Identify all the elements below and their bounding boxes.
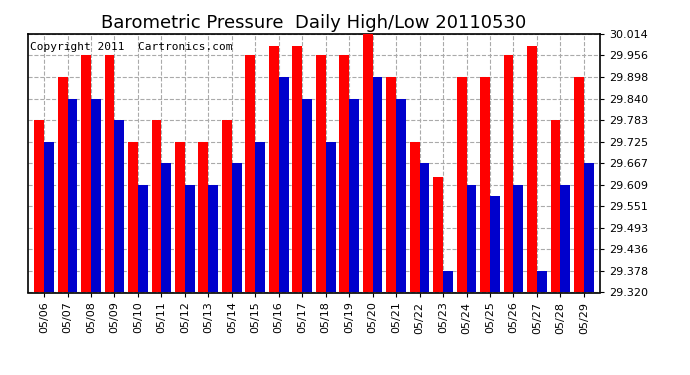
Bar bbox=[373, 77, 382, 292]
Bar bbox=[58, 77, 68, 292]
Bar bbox=[513, 185, 523, 292]
Title: Barometric Pressure  Daily High/Low 20110530: Barometric Pressure Daily High/Low 20110… bbox=[101, 14, 526, 32]
Bar bbox=[326, 141, 335, 292]
Bar bbox=[185, 185, 195, 292]
Bar bbox=[128, 141, 138, 292]
Bar bbox=[551, 120, 560, 292]
Bar bbox=[279, 77, 288, 292]
Bar bbox=[466, 185, 476, 292]
Bar bbox=[504, 56, 513, 292]
Bar bbox=[232, 163, 241, 292]
Bar bbox=[433, 177, 443, 292]
Bar bbox=[574, 77, 584, 292]
Bar bbox=[302, 99, 312, 292]
Bar bbox=[152, 120, 161, 292]
Bar bbox=[199, 141, 208, 292]
Bar bbox=[490, 195, 500, 292]
Bar bbox=[138, 185, 148, 292]
Bar bbox=[560, 185, 570, 292]
Bar bbox=[363, 34, 373, 292]
Bar bbox=[161, 163, 171, 292]
Bar bbox=[293, 46, 302, 292]
Bar bbox=[420, 163, 429, 292]
Bar bbox=[269, 46, 279, 292]
Bar bbox=[396, 99, 406, 292]
Bar bbox=[386, 77, 396, 292]
Bar bbox=[584, 163, 593, 292]
Bar bbox=[68, 99, 77, 292]
Bar bbox=[175, 141, 185, 292]
Bar bbox=[457, 77, 466, 292]
Bar bbox=[91, 99, 101, 292]
Bar bbox=[316, 56, 326, 292]
Bar bbox=[527, 46, 537, 292]
Bar bbox=[339, 56, 349, 292]
Bar bbox=[443, 271, 453, 292]
Text: Copyright 2011  Cartronics.com: Copyright 2011 Cartronics.com bbox=[30, 42, 233, 51]
Bar bbox=[410, 141, 420, 292]
Bar bbox=[480, 77, 490, 292]
Bar bbox=[222, 120, 232, 292]
Bar bbox=[255, 141, 265, 292]
Bar bbox=[34, 120, 44, 292]
Bar bbox=[246, 56, 255, 292]
Bar bbox=[81, 56, 91, 292]
Bar bbox=[208, 185, 218, 292]
Bar bbox=[115, 120, 124, 292]
Bar bbox=[537, 271, 546, 292]
Bar bbox=[44, 141, 54, 292]
Bar bbox=[349, 99, 359, 292]
Bar bbox=[105, 56, 115, 292]
